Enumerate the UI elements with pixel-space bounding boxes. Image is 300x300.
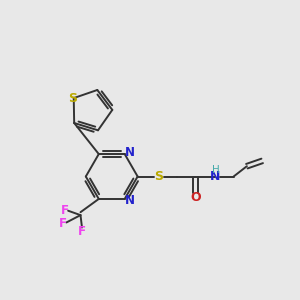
Text: S: S [68, 92, 77, 105]
Text: H: H [212, 165, 220, 175]
Text: F: F [59, 217, 67, 230]
Text: N: N [125, 194, 135, 207]
Text: F: F [78, 225, 86, 239]
Text: N: N [125, 146, 135, 159]
Text: N: N [210, 170, 220, 183]
Text: S: S [154, 170, 163, 183]
Text: F: F [61, 204, 69, 217]
Text: O: O [190, 190, 201, 204]
